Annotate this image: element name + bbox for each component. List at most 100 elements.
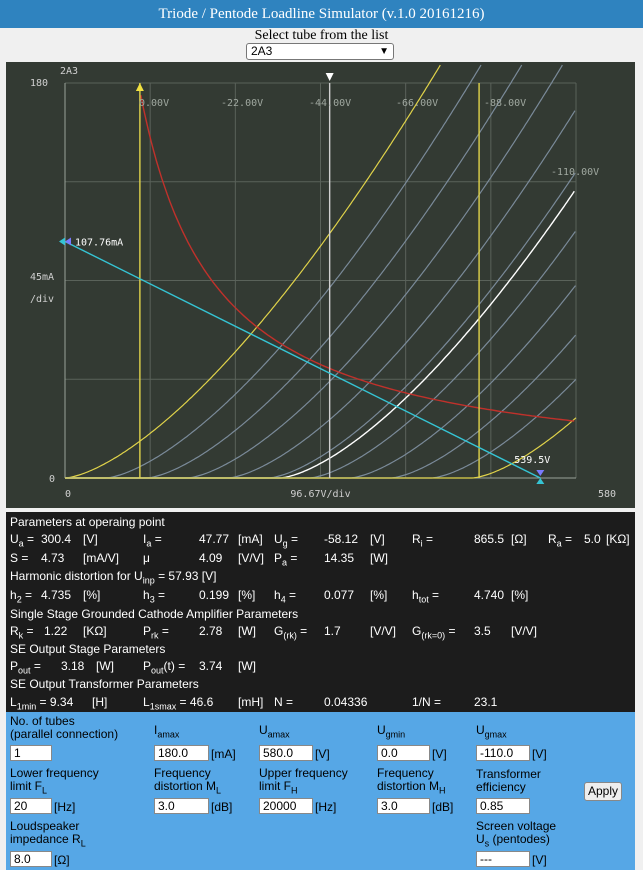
rk-value: 1.22: [44, 624, 68, 638]
ugmax-unit: [V]: [532, 747, 547, 761]
anode-curve: [65, 190, 575, 479]
load-line: [64, 240, 541, 479]
inv-n-value: 23.1: [474, 695, 498, 709]
anode-curve: [65, 64, 482, 479]
n-value: 0.04336: [324, 695, 368, 709]
ua-value: 300.4: [41, 532, 72, 546]
y-zero-label: 0: [49, 474, 55, 485]
anode-curve: [65, 231, 576, 479]
efficiency-label: Transformer efficiency: [476, 767, 541, 794]
grid-voltage-label: -22.00V: [221, 98, 263, 109]
grid-voltage-label: -110.00V: [551, 167, 599, 178]
h3-value: 0.199: [199, 588, 230, 602]
efficiency-input[interactable]: 0.85: [476, 798, 530, 814]
y-max-label: 180: [30, 78, 48, 89]
chevron-down-icon: ▼: [379, 46, 389, 57]
anode-curve: [65, 64, 523, 479]
tube-select-value: 2A3: [251, 44, 273, 58]
fh-unit: [Hz]: [315, 800, 337, 814]
ml-label: Frequency distortion ML: [154, 766, 222, 796]
uamax-input[interactable]: 580.0: [259, 745, 313, 761]
loadline-chart[interactable]: 180 2A3 45mA/div 00 96.67V/div 580 107.76mA 539…: [6, 62, 635, 508]
y-axis-label: 45mA: [30, 272, 54, 283]
anode-curve: [65, 334, 577, 479]
anode-curve: [65, 172, 576, 479]
load-line-start-marker: [59, 237, 65, 246]
parameters-panel: Parameters at operaing point Ua = 300.4 …: [6, 512, 635, 712]
transformer-row: L1min = 9.34 [H] L1smax = 46.6 [mH] N = …: [10, 695, 498, 712]
section-operating-point: Parameters at operaing point: [10, 515, 165, 529]
anode-curve: [65, 64, 563, 479]
anode-curve: [65, 285, 576, 479]
rl-input[interactable]: 8.0: [10, 851, 52, 867]
iamax-unit: [mA]: [211, 747, 236, 761]
us-unit: [V]: [532, 853, 547, 867]
ra-value: 5.0: [584, 532, 601, 546]
grid-voltage-label: -88.00V: [484, 98, 526, 109]
h4-value: 0.077: [324, 588, 355, 602]
load-line-end-marker: [536, 478, 545, 484]
tube-select[interactable]: 2A3 ▼: [246, 43, 394, 60]
load-line-voltage-label: 539.5V: [514, 455, 550, 466]
s-value: 4.73: [41, 551, 65, 565]
ia-value: 47.77: [199, 532, 230, 546]
flow-input[interactable]: 20: [10, 798, 52, 814]
load-line-end-handle: [536, 470, 545, 476]
fh-label: Upper frequency limit FH: [259, 766, 348, 796]
anode-curve: [65, 110, 576, 479]
prk-value: 2.78: [199, 624, 223, 638]
grid-voltage-label: 0.00V: [139, 98, 169, 109]
ri-value: 865.5: [474, 532, 505, 546]
input-panel: No. of tubes (parallel connection) 1 Iama…: [6, 712, 635, 870]
grid-voltage-label: -44.00V: [309, 98, 351, 109]
x-zero-label: 0: [65, 489, 71, 500]
fh-input[interactable]: 20000: [259, 798, 313, 814]
tubes-label: No. of tubes (parallel connection): [10, 714, 119, 741]
poutt-value: 3.74: [199, 659, 223, 673]
load-line-current-label: 107.76mA: [75, 238, 123, 249]
ugmax-input[interactable]: -110.0: [476, 745, 530, 761]
iamax-label: Iamax: [154, 723, 180, 740]
tubes-count-input[interactable]: 1: [10, 745, 52, 761]
load-line-start-handle: [65, 237, 71, 246]
operating-point-marker: [325, 73, 334, 81]
uamax-label: Uamax: [259, 723, 290, 740]
l1smax-value: = 46.6: [179, 695, 214, 709]
section-grounded-cathode: Single Stage Grounded Cathode Amplifier …: [10, 607, 299, 621]
tube-selector-label: Select tube from the list: [254, 28, 389, 43]
anode-curves: [64, 64, 577, 479]
mh-unit: [dB]: [432, 800, 454, 814]
ugmin-unit: [V]: [432, 747, 447, 761]
output-row: Pout = 3.18 [W] Pout(t) = 3.74 [W]: [10, 659, 256, 676]
grid-voltage-label: -66.00V: [396, 98, 438, 109]
iamax-input[interactable]: 180.0: [154, 745, 209, 761]
mu-value: 4.09: [199, 551, 223, 565]
rl-label: Loudspeaker impedance RL: [10, 819, 86, 849]
section-se-output-stage: SE Output Stage Parameters: [10, 642, 166, 656]
harmonics-row: h2 = 4.735 [%] h3 = 0.199 [%] h4 = 0.077…: [10, 588, 529, 605]
tube-selector-row: Select tube from the list 2A3 ▼: [0, 28, 643, 62]
us-label: Screen voltage Us (pentodes): [476, 819, 557, 849]
ugmax-label: Ugmax: [476, 723, 507, 740]
chart-tube-label: 2A3: [60, 66, 78, 77]
ml-input[interactable]: 3.0: [154, 798, 209, 814]
mh-input[interactable]: 3.0: [377, 798, 430, 814]
uamax-unit: [V]: [315, 747, 330, 761]
cathode-row: Rk = 1.22 [KΩ] Prk = 2.78 [W] G(rk) = 1.…: [10, 624, 538, 641]
us-input[interactable]: ---: [476, 851, 530, 867]
anode-curve: [65, 417, 577, 479]
flow-label: Lower frequency limit FL: [10, 766, 99, 796]
ugmin-input[interactable]: 0.0: [377, 745, 430, 761]
ug-value: -58.12: [324, 532, 359, 546]
pout-value: 3.18: [61, 659, 85, 673]
section-harmonic-distortion: Harmonic distortion for Uinp = 57.93 [V]: [10, 569, 217, 586]
mh-label: Frequency distortion MH: [377, 766, 446, 796]
flow-unit: [Hz]: [54, 800, 76, 814]
min-voltage-marker: [135, 83, 144, 91]
h2-value: 4.735: [41, 588, 72, 602]
pa-value: 14.35: [324, 551, 355, 565]
anode-curve: [65, 378, 577, 479]
ugmin-label: Ugmin: [377, 723, 406, 740]
apply-button[interactable]: Apply: [584, 782, 622, 801]
grk-value: 1.7: [324, 624, 341, 638]
